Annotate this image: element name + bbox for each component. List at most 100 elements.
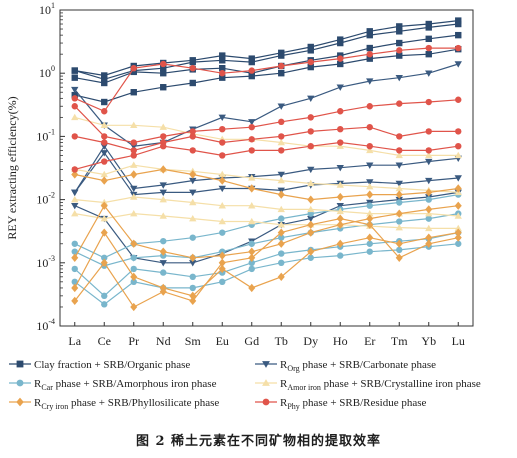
data-point-cry-1-Ho <box>336 192 344 202</box>
series-phy-3 <box>71 123 462 154</box>
data-point-cry-4-Lu <box>454 233 462 242</box>
series-amor-2-line <box>74 164 459 193</box>
x-tick-label-Tm: Tm <box>391 334 408 348</box>
data-point-clay-4-Pr <box>130 89 137 96</box>
data-point-clay-3-Pr <box>130 68 137 76</box>
data-point-clay-3-Tm <box>396 39 403 47</box>
data-point-clay-3-Yb <box>425 35 432 43</box>
data-point-clay-2-Tm <box>396 28 403 35</box>
data-point-cry-2-Gd <box>248 247 256 256</box>
data-point-cry-3-Lu <box>454 228 462 237</box>
data-point-phy-1-Tb <box>278 62 285 70</box>
series-clay-2-line <box>74 23 459 80</box>
data-point-cry-1-Pr <box>130 170 138 179</box>
data-point-amor-4-Lu <box>454 224 462 232</box>
data-point-org-3-Tm <box>395 180 403 188</box>
data-point-org-3-Eu <box>218 185 226 193</box>
legend: Clay fraction + SRB/Organic phase ROrg ph… <box>9 359 481 411</box>
data-point-phy-2-La <box>71 103 78 110</box>
data-point-amor-4-Sm <box>189 214 197 222</box>
data-point-amor-4-Tm <box>395 223 403 231</box>
data-point-clay-4-Gd <box>248 72 255 80</box>
data-point-amor-3-Pr <box>130 193 138 200</box>
data-point-phy-4-Er <box>366 142 373 150</box>
data-point-org-3-Lu <box>454 175 462 182</box>
data-point-org-3-Ce <box>100 150 108 157</box>
data-point-cry-1-La <box>71 170 79 179</box>
data-point-amor-4-La <box>71 209 79 217</box>
series-cry-2 <box>71 201 462 262</box>
data-point-cry-1-Lu <box>454 184 462 193</box>
data-point-cry-3-La <box>71 283 79 293</box>
data-point-car-4-Lu <box>455 240 462 247</box>
series-cry-4 <box>71 214 462 312</box>
data-point-phy-4-Tm <box>396 147 403 154</box>
data-point-cry-3-Sm <box>189 291 197 301</box>
data-point-amor-1-Lu <box>454 151 462 159</box>
legend-item-clay: Clay fraction + SRB/Organic phase <box>9 359 190 371</box>
data-point-phy-2-Ce <box>101 133 108 140</box>
legend-item-amor: RAmor iron phase + SRB/Crystalline iron … <box>255 378 481 392</box>
data-point-cry-4-Ho <box>336 214 344 223</box>
data-point-amor-3-Nd <box>159 195 167 203</box>
data-point-car-1-Ce <box>101 254 108 261</box>
series-clay-4 <box>71 45 462 106</box>
series-org-3-line <box>74 151 459 196</box>
data-point-car-1-Yb <box>425 196 432 203</box>
data-point-clay-1-Yb <box>425 20 432 28</box>
data-point-phy-4-Dy <box>307 142 314 150</box>
data-point-cry-2-Tm <box>395 209 403 218</box>
data-point-phy-1-Nd <box>160 60 167 68</box>
data-point-car-1-Nd <box>160 237 167 245</box>
data-point-cry-3-Tb <box>277 272 285 281</box>
data-point-org-1-Ho <box>336 84 344 91</box>
data-point-org-4-Dy <box>307 215 315 223</box>
data-point-car-2-Yb <box>425 215 432 222</box>
data-point-phy-1-Eu <box>219 70 226 77</box>
data-point-org-4-Sm <box>189 260 197 267</box>
data-point-amor-3-Sm <box>189 198 197 206</box>
data-point-phy-2-Pr <box>130 139 137 146</box>
data-point-clay-3-Eu <box>219 64 226 72</box>
data-point-phy-1-Ho <box>337 55 344 62</box>
data-point-car-3-Pr <box>130 265 137 273</box>
data-point-org-1-Gd <box>248 119 256 126</box>
series-car-2-line <box>74 213 459 267</box>
data-point-org-2-Yb <box>425 158 433 166</box>
data-point-org-2-Ho <box>336 164 344 172</box>
data-point-clay-1-Gd <box>248 55 255 62</box>
data-point-clay-4-Er <box>366 55 373 62</box>
data-point-org-4-La <box>71 203 79 210</box>
legend-marker-org <box>262 361 270 368</box>
data-point-clay-4-Sm <box>189 79 196 87</box>
data-point-cry-3-Er <box>366 233 374 242</box>
legend-item-cry: RCry iron phase + SRB/Phyllosilicate pha… <box>9 397 219 411</box>
x-tick-label-Tb: Tb <box>275 334 288 348</box>
data-point-car-2-Gd <box>248 240 255 247</box>
data-point-cry-4-Tb <box>277 228 285 237</box>
legend-marker-phy <box>262 398 270 406</box>
data-point-amor-1-Er <box>366 146 374 154</box>
x-tick-label-Sm: Sm <box>185 334 202 348</box>
data-point-phy-4-Yb <box>425 147 432 154</box>
series-clay-2 <box>71 20 462 83</box>
legend-label-cry: RCry iron phase + SRB/Phyllosilicate pha… <box>34 397 219 411</box>
series-layer <box>71 17 462 312</box>
data-point-phy-2-Dy <box>307 114 314 121</box>
data-point-phy-2-Er <box>366 103 373 110</box>
series-org-4-line <box>74 191 459 264</box>
data-point-phy-3-La <box>71 133 78 140</box>
legend-label-car: RCar phase + SRB/Amorphous iron phase <box>34 378 217 392</box>
series-phy-2 <box>71 96 462 146</box>
data-point-car-3-Er <box>366 240 373 247</box>
data-point-cry-3-Eu <box>218 264 226 274</box>
series-clay-1-line <box>74 20 459 77</box>
legend-marker-cry <box>16 397 24 407</box>
data-point-phy-1-La <box>71 95 78 102</box>
data-point-org-2-Tm <box>395 162 403 169</box>
data-point-cry-2-Er <box>366 214 374 223</box>
data-point-amor-4-Eu <box>218 217 226 225</box>
data-point-cry-2-Ho <box>336 220 344 229</box>
data-point-phy-1-Sm <box>189 64 196 72</box>
